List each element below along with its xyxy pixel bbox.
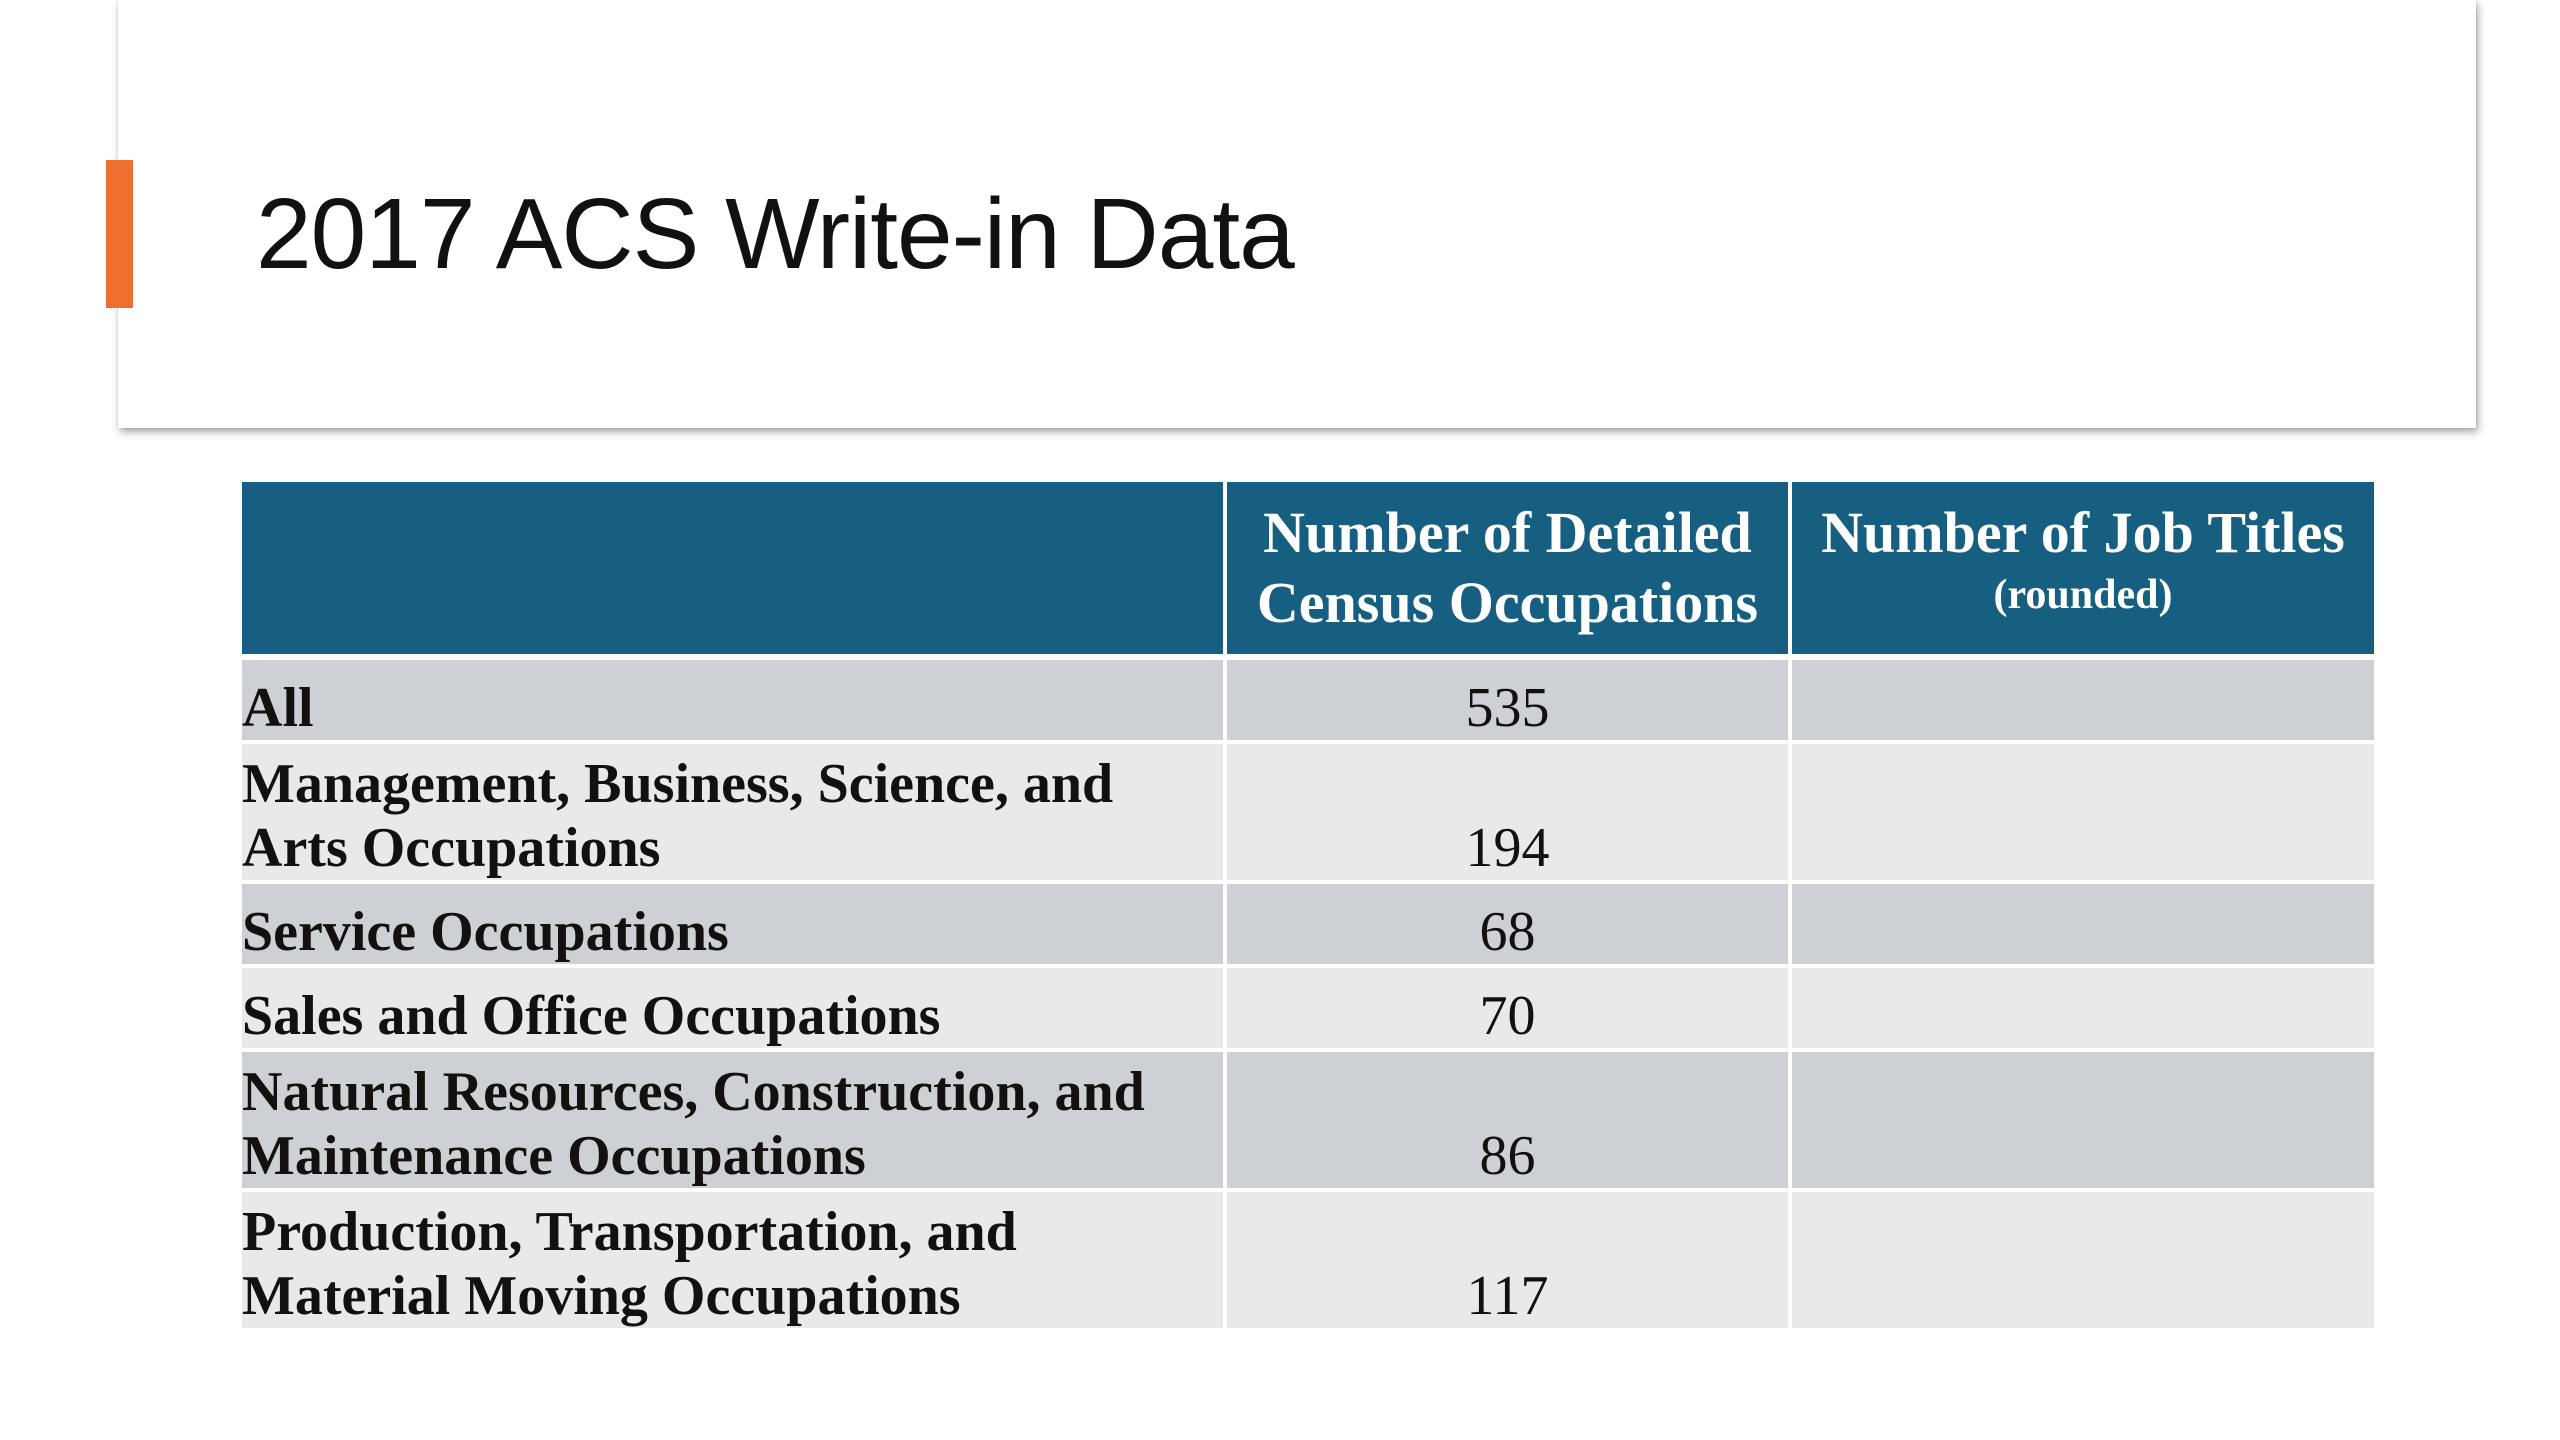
row-label: Service Occupations [242, 882, 1227, 968]
header-category [242, 482, 1227, 660]
row-job-title-count [1790, 742, 2374, 884]
row-occupation-count: 194 [1225, 742, 1792, 884]
table-row: Natural Resources, Construction, and Mai… [242, 1050, 2374, 1192]
row-occupation-count: 68 [1225, 882, 1792, 968]
header-detailed-occupations-label: Number of Detailed Census Occupations [1256, 500, 1759, 635]
title-accent-bar [106, 160, 133, 308]
table-header-row: Number of Detailed Census Occupations Nu… [242, 482, 2374, 660]
row-label: Production, Transportation, and Material… [242, 1190, 1227, 1332]
row-job-title-count [1790, 966, 2374, 1052]
row-job-title-count [1790, 882, 2374, 968]
table-row: Sales and Office Occupations 70 [242, 966, 2374, 1052]
slide-title: 2017 ACS Write-in Data [256, 178, 1295, 290]
table-row: Production, Transportation, and Material… [242, 1190, 2374, 1332]
row-occupation-count: 70 [1225, 966, 1792, 1052]
header-detailed-occupations: Number of Detailed Census Occupations [1225, 482, 1792, 660]
header-job-titles: Number of Job Titles (rounded) [1790, 482, 2374, 660]
row-occupation-count: 86 [1225, 1050, 1792, 1192]
row-label: Sales and Office Occupations [242, 966, 1227, 1052]
row-label: Natural Resources, Construction, and Mai… [242, 1050, 1227, 1192]
title-card [118, 0, 2476, 428]
row-label: All [242, 657, 1227, 744]
row-job-title-count [1790, 1050, 2374, 1192]
row-occupation-count: 117 [1225, 1190, 1792, 1332]
table-row: Management, Business, Science, and Arts … [242, 742, 2374, 884]
header-job-titles-label: Number of Job Titles [1821, 500, 2345, 565]
occupation-table: Number of Detailed Census Occupations Nu… [242, 482, 2374, 1332]
table-row: Service Occupations 68 [242, 882, 2374, 968]
table-row: All 535 [242, 657, 2374, 744]
row-label: Management, Business, Science, and Arts … [242, 742, 1227, 884]
row-occupation-count: 535 [1225, 657, 1792, 744]
row-job-title-count [1790, 657, 2374, 744]
row-job-title-count [1790, 1190, 2374, 1332]
header-job-titles-note: (rounded) [1993, 572, 2173, 618]
